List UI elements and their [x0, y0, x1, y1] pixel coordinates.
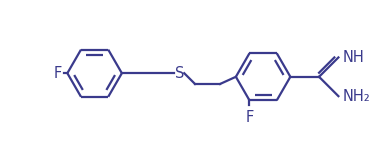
Text: S: S [175, 66, 184, 81]
Text: F: F [245, 110, 254, 125]
Text: F: F [53, 66, 62, 81]
Text: NH: NH [343, 50, 365, 65]
Text: NH₂: NH₂ [343, 89, 370, 104]
